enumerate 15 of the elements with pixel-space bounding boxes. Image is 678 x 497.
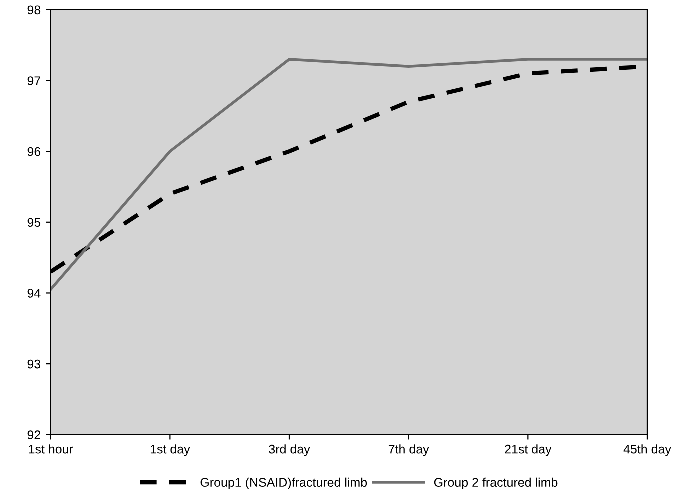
y-tick-label: 94 — [28, 289, 41, 298]
y-tick-label: 95 — [28, 218, 41, 228]
legend-label: Group1 (NSAID)fractured limb — [200, 478, 368, 490]
x-tick-label: 1st hour — [29, 444, 74, 454]
y-tick-label: 98 — [28, 6, 41, 15]
legend-label: Group 2 fractured limb — [434, 478, 558, 490]
x-tick-label: 45th day — [624, 444, 672, 456]
x-tick-label: 7th day — [388, 444, 430, 456]
y-tick-label: 97 — [28, 76, 40, 86]
x-tick-label: 21st day — [505, 444, 552, 456]
y-tick-label: 92 — [28, 430, 40, 440]
y-tick-label: 93 — [28, 360, 41, 369]
x-tick-label: 3rd day — [269, 444, 310, 456]
y-tick-label: 96 — [28, 147, 41, 156]
x-tick-label: 1st day — [150, 444, 190, 456]
